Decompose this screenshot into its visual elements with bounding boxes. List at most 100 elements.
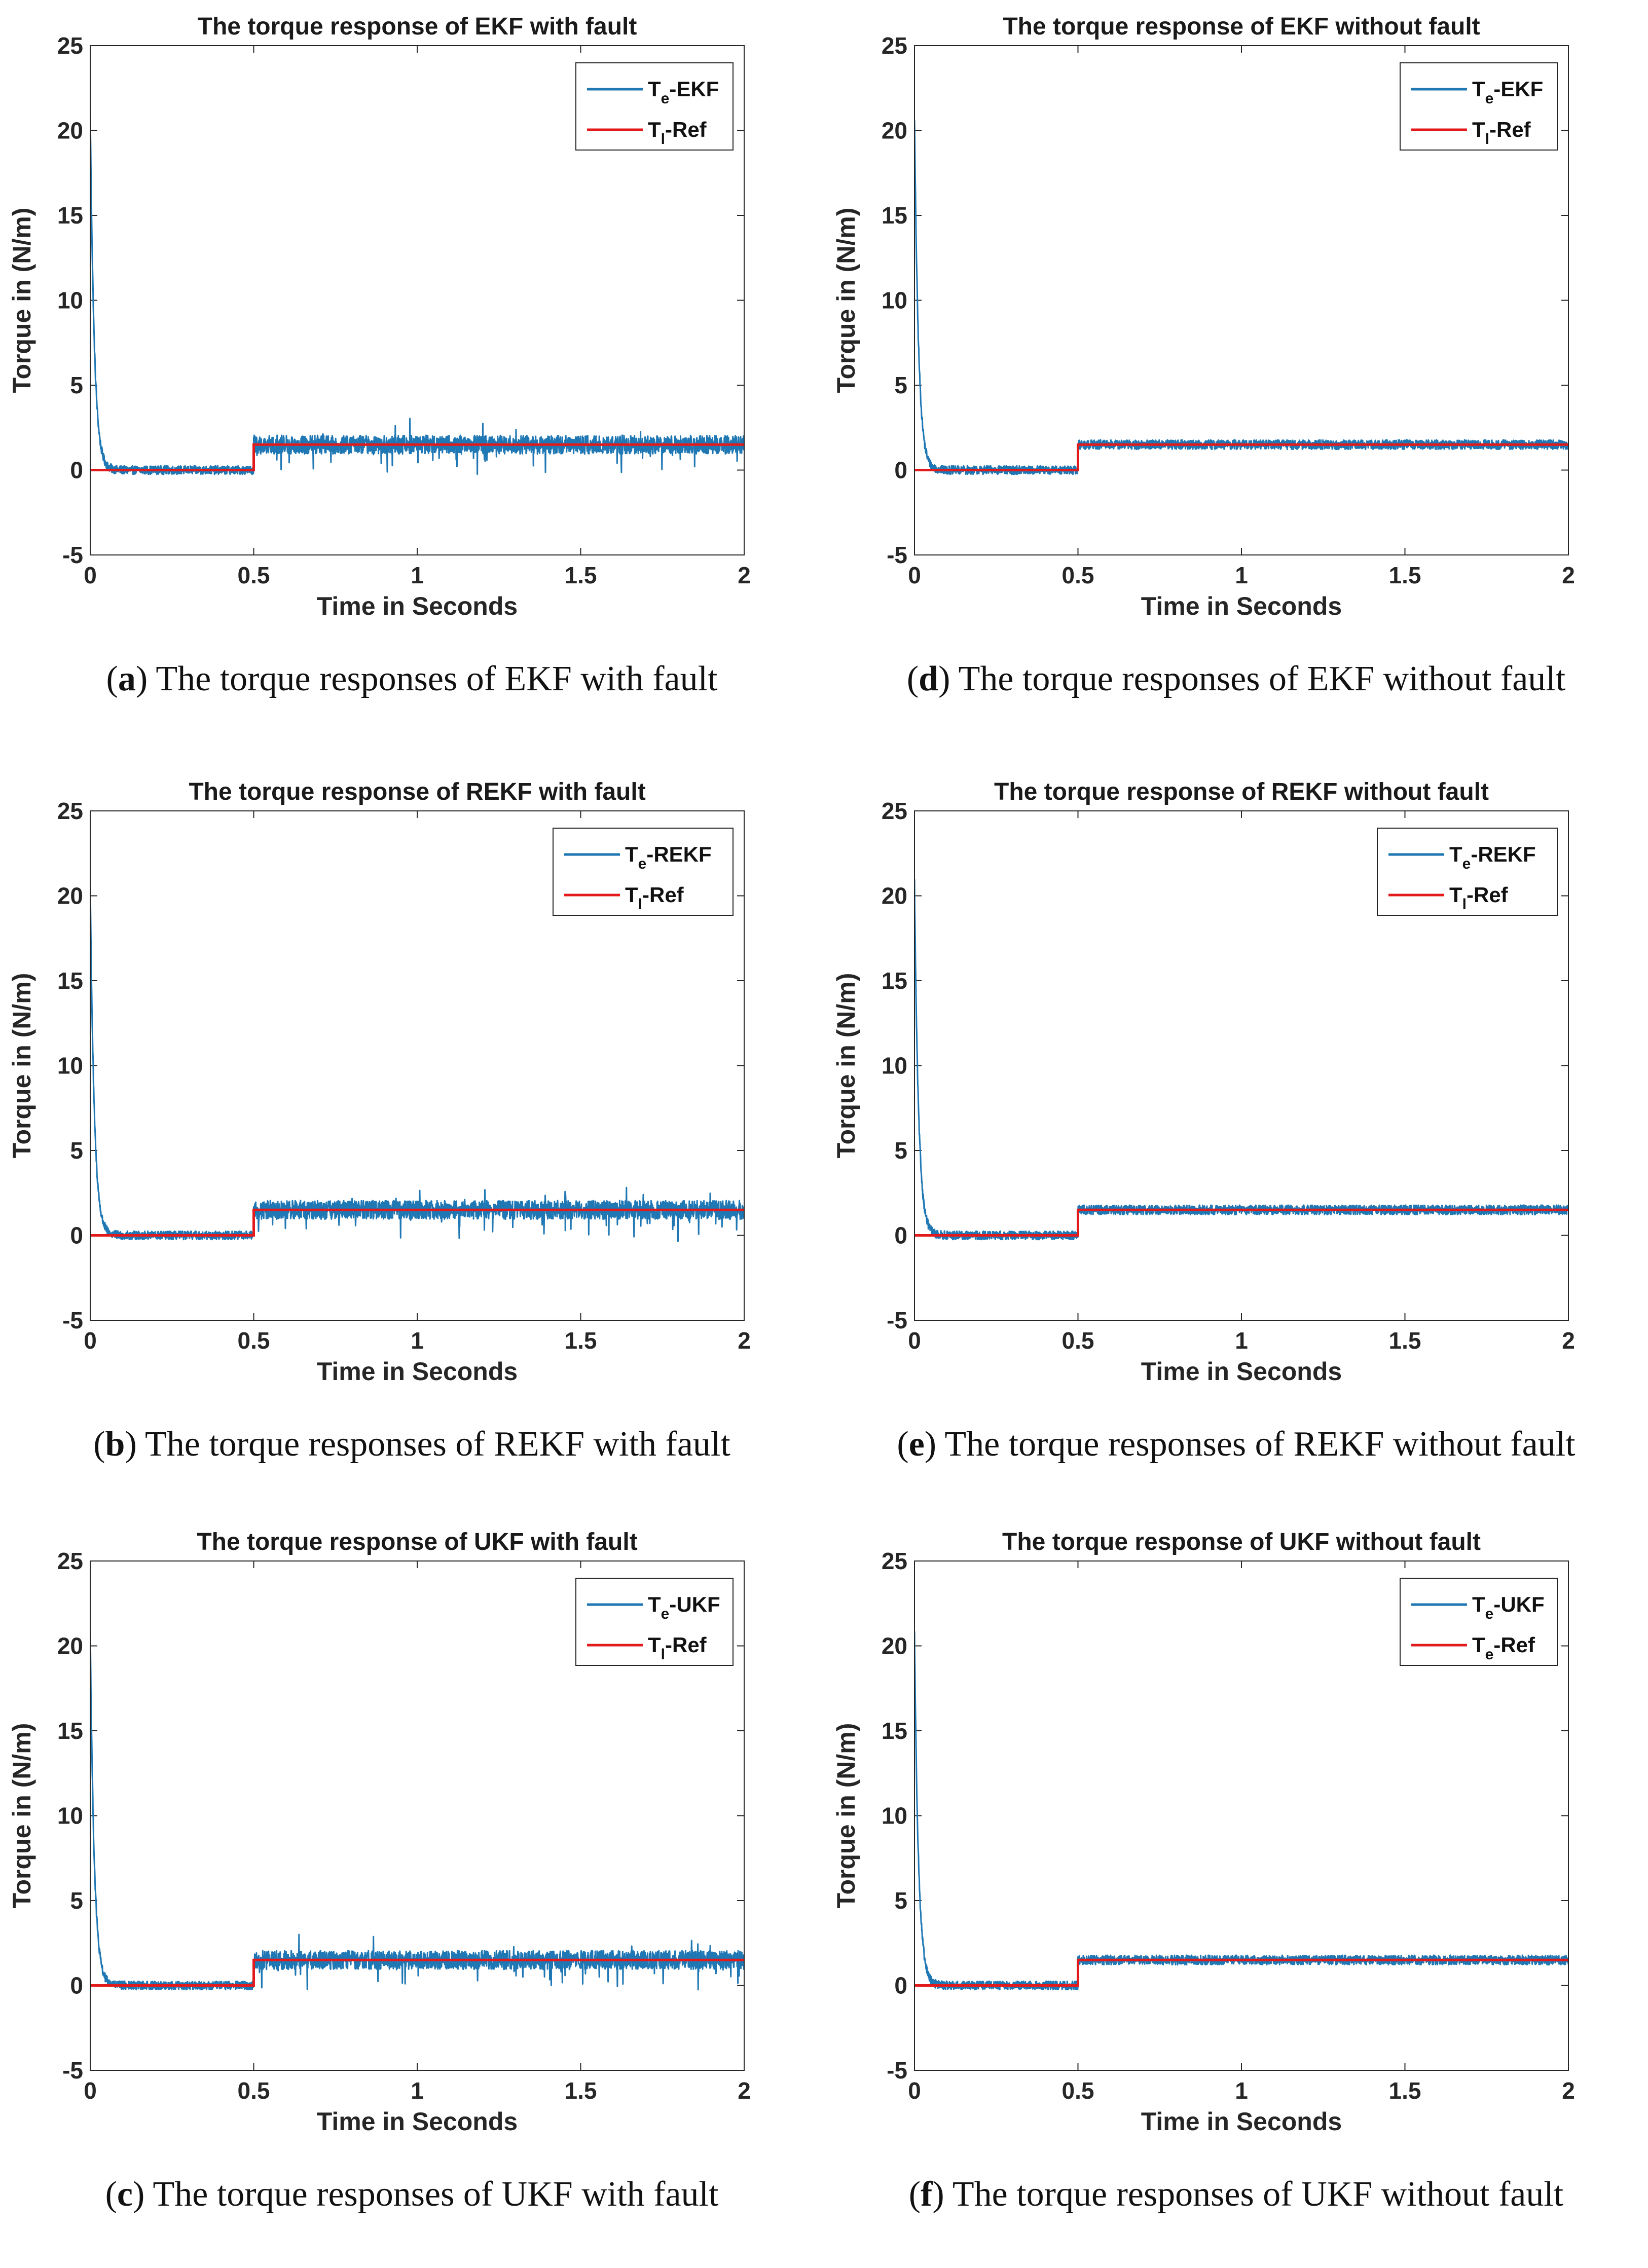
chart-svg-d: The torque response of EKF without fault… (832, 13, 1575, 620)
y-tick-label: -5 (887, 1307, 907, 1333)
chart-title: The torque response of UKF with fault (197, 1529, 637, 1555)
x-tick-label: 0.5 (238, 2077, 270, 2104)
caption-letter: d (919, 659, 939, 698)
series-line-reference (915, 1208, 1568, 1237)
caption-text: The torque responses of EKF with fault (156, 659, 718, 698)
legend-box (575, 1578, 734, 1666)
y-tick-label: -5 (62, 2057, 83, 2084)
y-tick-label: 0 (70, 1222, 83, 1249)
legend-box (575, 62, 734, 151)
legend-box (553, 828, 734, 916)
y-tick-label: 15 (57, 202, 83, 229)
x-tick-label: 0 (908, 2077, 921, 2104)
y-tick-label: 20 (882, 1633, 907, 1659)
x-tick-label: 2 (1562, 1327, 1575, 1354)
y-axis-label: Torque in (N/m) (8, 973, 36, 1159)
x-tick-label: 2 (1562, 562, 1575, 588)
x-tick-label: 1 (1235, 562, 1248, 588)
x-tick-label: 1 (411, 2077, 424, 2104)
x-axis-label: Time in Seconds (1141, 1357, 1342, 1386)
chart-title: The torque response of EKF without fault (1003, 13, 1480, 40)
y-tick-label: 10 (57, 1053, 83, 1079)
series-line-reference (91, 1208, 744, 1237)
chart-svg-b: The torque response of REKF with fault -5… (8, 778, 751, 1386)
series-line-reference (91, 1958, 744, 1987)
legend-label: Tl-Ref (648, 1633, 707, 1663)
figure-caption: (e) The torque responses of REKF without… (897, 1425, 1576, 1464)
x-tick-label: 0 (908, 1327, 921, 1354)
legend-label: Te-UKF (1472, 1592, 1545, 1622)
legend-label: Tl-Ref (1472, 118, 1531, 147)
y-tick-label: 10 (57, 1803, 83, 1829)
figure-caption: (d) The torque responses of EKF without … (906, 659, 1566, 698)
chart-panel-c: The torque response of UKF with fault -5 0… (0, 1515, 824, 2268)
x-tick-label: 1.5 (1389, 1327, 1421, 1354)
x-tick-label: 1.5 (1389, 2077, 1421, 2104)
x-axis-label: Time in Seconds (1141, 592, 1342, 620)
y-axis-label: Torque in (N/m) (832, 973, 860, 1159)
y-tick-label: -5 (62, 1307, 83, 1333)
figure-caption: (c) The torque responses of UKF with fau… (105, 2175, 719, 2214)
legend-box (1377, 828, 1558, 916)
figure-caption: (a) The torque responses of EKF with fau… (106, 659, 718, 698)
x-tick-label: 2 (738, 2077, 751, 2104)
chart-panel-f: The torque response of UKF without fault… (824, 1515, 1648, 2268)
series-line-reference (91, 443, 744, 471)
y-tick-label: 25 (882, 32, 907, 59)
x-tick-label: 0.5 (238, 562, 270, 588)
chart-title: The torque response of REKF with fault (189, 778, 645, 805)
caption-letter: c (117, 2175, 133, 2214)
y-tick-label: 0 (70, 457, 83, 484)
y-tick-label: 5 (894, 1887, 907, 1914)
series-line-estimate (915, 1631, 1568, 1991)
x-tick-label: 0 (84, 562, 97, 588)
x-axis-label: Time in Seconds (317, 1357, 518, 1386)
x-tick-label: 0 (908, 562, 921, 588)
caption-text: The torque responses of REKF with fault (145, 1425, 730, 1464)
legend-label: Tl-Ref (648, 118, 707, 147)
y-tick-label: 25 (57, 1548, 83, 1574)
y-tick-label: 25 (882, 798, 907, 824)
y-tick-label: 20 (882, 118, 907, 144)
x-tick-label: 0.5 (1062, 2077, 1094, 2104)
y-tick-label: 25 (882, 1548, 907, 1574)
y-tick-label: 0 (894, 1973, 907, 1999)
legend-label: Te-EKF (648, 77, 719, 107)
chart-svg-f: The torque response of UKF without fault… (832, 1529, 1575, 2136)
x-tick-label: 0.5 (238, 1327, 270, 1354)
chart-svg-c: The torque response of UKF with fault -5 0… (8, 1529, 751, 2136)
legend-label: Tl-Ref (1449, 883, 1509, 913)
x-tick-label: 1 (411, 562, 424, 588)
figure-caption: (f) The torque responses of UKF without … (908, 2175, 1564, 2214)
y-tick-label: 10 (57, 287, 83, 314)
series-line-reference (915, 443, 1568, 471)
y-tick-label: 10 (882, 1803, 907, 1829)
legend-box (1400, 1578, 1558, 1666)
caption-text: The torque responses of UKF with fault (153, 2175, 719, 2214)
y-tick-label: 15 (57, 968, 83, 994)
y-axis-label: Torque in (N/m) (832, 1723, 860, 1909)
x-tick-label: 1.5 (565, 562, 597, 588)
x-tick-label: 2 (1562, 2077, 1575, 2104)
x-tick-label: 0 (84, 1327, 97, 1354)
y-tick-label: 10 (882, 287, 907, 314)
caption-text: The torque responses of REKF without fau… (944, 1425, 1576, 1464)
x-tick-label: 1 (1235, 1327, 1248, 1354)
y-tick-label: 0 (70, 1973, 83, 1999)
y-tick-label: 10 (882, 1053, 907, 1079)
legend-box (1400, 62, 1558, 151)
y-tick-label: -5 (887, 542, 907, 568)
y-tick-label: 15 (882, 1718, 907, 1744)
y-tick-label: 5 (70, 372, 83, 398)
chart-svg-a: The torque response of EKF with fault-50… (8, 13, 751, 620)
y-tick-label: -5 (62, 542, 83, 568)
y-tick-label: 5 (894, 372, 907, 398)
legend-label: Te-Ref (1472, 1633, 1535, 1663)
chart-title: The torque response of REKF without faul… (994, 778, 1489, 805)
y-tick-label: 20 (57, 1633, 83, 1659)
x-tick-label: 2 (738, 1327, 751, 1354)
caption-text: The torque responses of EKF without faul… (958, 659, 1566, 698)
x-tick-label: 1 (1235, 2077, 1248, 2104)
y-tick-label: 5 (70, 1137, 83, 1164)
y-tick-label: 15 (882, 968, 907, 994)
